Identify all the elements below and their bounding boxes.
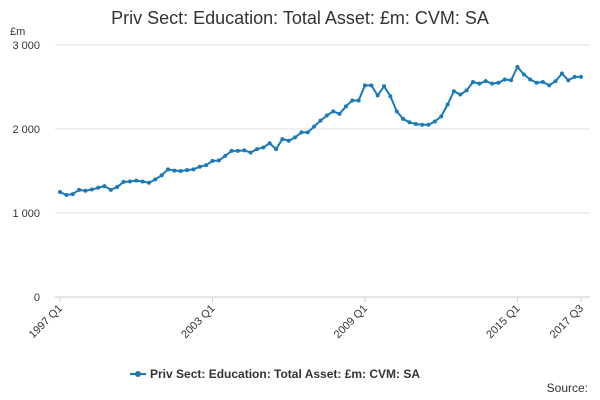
- y-tick-label: 3 000: [12, 40, 40, 52]
- point: [235, 148, 240, 153]
- point: [426, 122, 431, 127]
- point: [432, 119, 437, 124]
- point: [559, 71, 564, 76]
- point: [445, 102, 450, 107]
- point: [356, 98, 361, 103]
- point: [470, 79, 475, 84]
- point: [274, 147, 279, 152]
- point: [293, 135, 298, 140]
- point: [331, 109, 336, 114]
- point: [502, 77, 507, 82]
- point: [216, 158, 221, 163]
- point: [178, 169, 183, 173]
- y-axis-unit: £m: [10, 26, 25, 38]
- point: [547, 83, 552, 88]
- point: [254, 147, 259, 152]
- y-tick-label: 1 000: [12, 208, 40, 220]
- x-tick-label: 2015 Q1: [484, 303, 522, 341]
- point: [553, 79, 558, 84]
- point: [521, 72, 526, 77]
- point: [528, 77, 533, 82]
- x-tick-label: 2009 Q1: [332, 303, 370, 341]
- point: [388, 94, 393, 99]
- x-tick-label: 2003 Q1: [179, 303, 217, 341]
- point: [375, 93, 380, 98]
- point: [172, 168, 177, 173]
- point: [439, 114, 444, 119]
- point: [572, 74, 577, 79]
- point: [286, 138, 291, 143]
- point: [451, 89, 456, 94]
- point: [166, 167, 171, 172]
- point: [337, 111, 342, 116]
- point: [369, 83, 374, 88]
- point: [197, 164, 202, 169]
- point: [579, 74, 583, 79]
- point: [280, 137, 285, 142]
- source: Source:: [547, 381, 588, 395]
- point: [534, 80, 539, 85]
- point: [191, 167, 196, 172]
- point: [261, 145, 266, 150]
- point: [89, 187, 94, 192]
- point: [483, 79, 488, 84]
- y-tick-label: 0: [34, 292, 40, 304]
- point: [413, 121, 418, 126]
- legend-marker: [135, 371, 141, 377]
- point: [64, 192, 69, 197]
- point: [153, 177, 158, 182]
- point: [108, 187, 113, 192]
- point: [362, 83, 367, 88]
- point: [299, 130, 304, 135]
- point: [382, 84, 387, 89]
- point: [146, 180, 151, 185]
- x-tick-label: 1997 Q1: [27, 303, 65, 341]
- point: [242, 148, 247, 153]
- point: [318, 118, 323, 123]
- point: [204, 163, 209, 168]
- point: [324, 113, 329, 118]
- point: [464, 88, 469, 93]
- point: [490, 81, 495, 86]
- point: [223, 153, 228, 158]
- point: [458, 92, 463, 97]
- point: [185, 168, 190, 173]
- point: [305, 130, 310, 135]
- point: [394, 109, 399, 114]
- point: [515, 64, 520, 69]
- line: [59, 65, 581, 196]
- chart-title: Priv Sect: Education: Total Asset: £m: C…: [111, 8, 489, 28]
- point: [229, 148, 234, 153]
- point: [121, 179, 126, 184]
- point: [115, 184, 120, 189]
- point: [77, 187, 82, 192]
- x-tick-label: 2017 Q3: [548, 303, 586, 341]
- point: [83, 188, 88, 193]
- point: [509, 78, 514, 83]
- point: [96, 185, 101, 190]
- point: [248, 150, 253, 155]
- point: [127, 179, 132, 184]
- point: [407, 120, 412, 125]
- point: [58, 190, 62, 194]
- point: [350, 98, 355, 103]
- point: [496, 80, 501, 85]
- point: [401, 116, 406, 121]
- point: [159, 173, 164, 178]
- legend-label: Priv Sect: Education: Total Asset: £m: C…: [150, 367, 420, 381]
- point: [420, 122, 425, 127]
- point: [267, 141, 272, 146]
- point: [70, 192, 75, 197]
- point: [540, 79, 545, 84]
- point: [566, 78, 571, 83]
- point: [102, 184, 107, 189]
- point: [343, 104, 348, 109]
- point: [210, 158, 215, 163]
- point: [134, 178, 139, 183]
- point: [477, 81, 482, 86]
- y-tick-label: 2 000: [12, 124, 40, 136]
- point: [312, 124, 317, 129]
- point: [140, 179, 145, 184]
